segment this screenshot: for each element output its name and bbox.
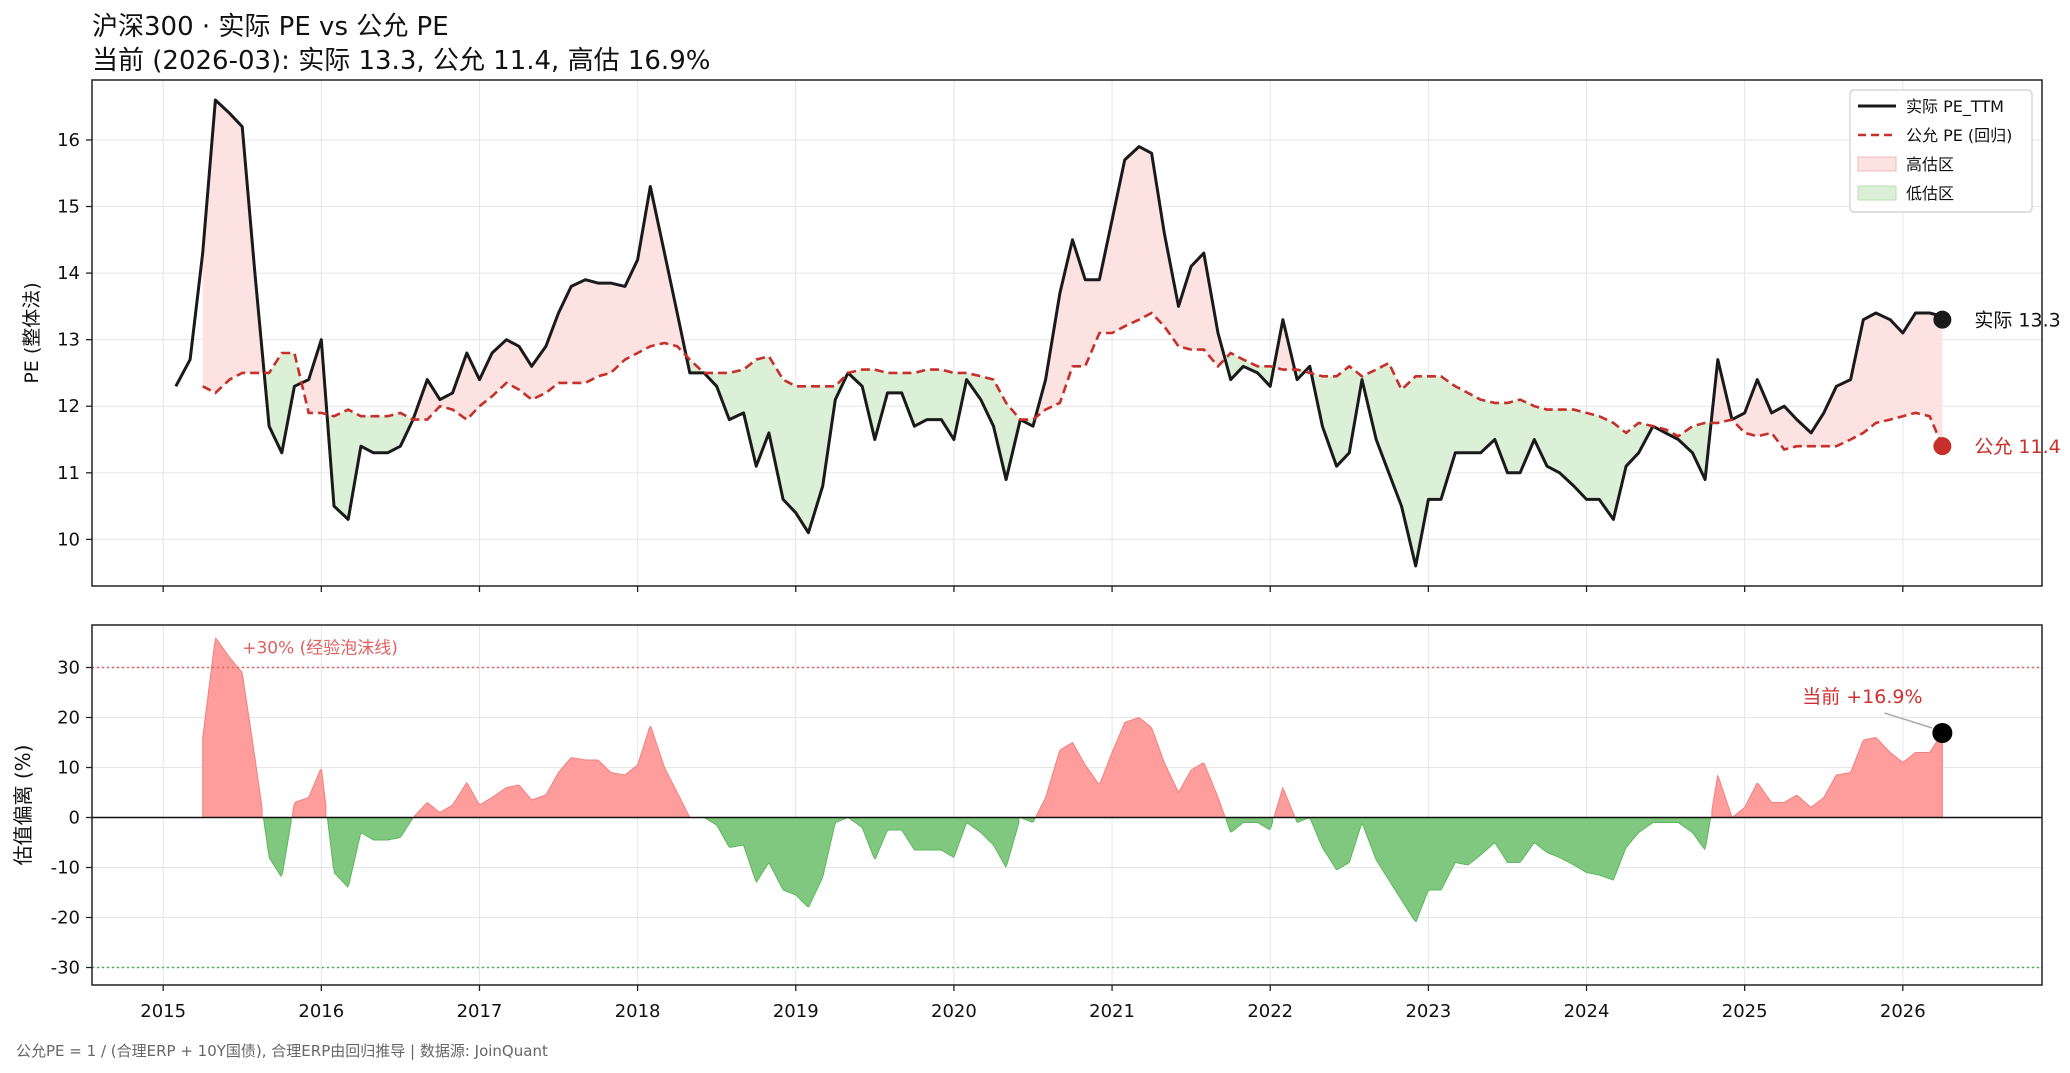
deviation-positive-area [1035,717,1226,818]
fair-pe-line [202,311,1944,451]
y-tick-label: 30 [57,658,80,679]
y-tick-label: 14 [57,263,80,284]
deviation-positive-area [202,636,263,818]
y-tick-label: 16 [57,130,80,151]
deviation-negative-area [703,817,1020,908]
y-tick-label: 0 [69,808,80,829]
deviation-positive-area [1711,731,1943,819]
x-tick-label: 2016 [298,1001,344,1022]
legend-box [1849,89,2033,213]
overvalued-area [1274,320,1295,370]
x-tick-label: 2020 [931,1001,977,1022]
current-point [1932,723,1953,743]
overvalued-area [414,188,686,420]
y-tick-label: 11 [57,463,80,484]
overvalued-area [202,100,264,393]
undervalued-area [686,356,1019,532]
fair-end-label: 公允 11.4 [1974,436,2060,458]
overvalued-area [302,343,326,415]
legend-swatch-over [1857,156,1897,172]
x-tick-label: 2019 [773,1001,819,1022]
y-tick-label: -30 [51,958,80,979]
legend-label: 公允 PE (回归) [1906,126,2012,145]
y-tick-label: 10 [57,758,80,779]
x-tick-label: 2022 [1247,1001,1293,1022]
y-tick-label: 15 [57,197,80,218]
overvalued-area [1711,313,1943,450]
deviation-axes-frame [91,624,2043,986]
y-tick-label: 20 [57,708,80,729]
undervalued-area [1226,353,1273,386]
fair-endpoint [1933,437,1952,456]
footer-note: 公允PE = 1 / (合理ERP + 10Y国债), 合理ERP由回归推导 |… [16,1042,548,1060]
deviation-panel: +30% (经验泡沫线) 当前 +16.9% -30 -20 -10 0 10 20 30 201… [11,624,2043,1022]
deviation-positive-area [413,725,703,818]
legend-label: 实际 PE_TTM [1906,97,2004,117]
x-tick-label: 2024 [1564,1001,1610,1022]
deviation-negative-area [326,817,414,888]
x-tick-label: 2015 [140,1001,186,1022]
deviation-negative-area [1021,817,1036,823]
y-tick-label: -20 [51,908,80,929]
current-annotation: 当前 +16.9% [1802,686,1922,708]
pe-y-axis-label: PE (整体法) [21,282,43,383]
deviation-negative-area [1295,817,1711,923]
overvalued-area [1036,146,1225,417]
deviation-y-axis-label: 估值偏离 (%) [11,745,35,866]
bubble-line-label: +30% (经验泡沫线) [242,639,398,659]
deviation-positive-area [292,768,327,818]
y-tick-label: 13 [57,330,80,351]
legend-swatch-under [1857,185,1897,201]
x-tick-label: 2021 [1089,1001,1135,1022]
y-tick-label: 12 [57,396,80,417]
undervalued-area [327,409,413,519]
x-tick-label: 2026 [1880,1001,1926,1022]
deviation-positive-area [1273,786,1295,818]
actual-end-label: 实际 13.3 [1974,310,2060,332]
x-tick-label: 2018 [615,1001,661,1022]
undervalued-area [1311,363,1711,564]
deviation-negative-area [1225,817,1274,833]
chart-title-block: 沪深300 · 实际 PE vs 公允 PE 当前 (2026-03): 实际 … [92,10,710,78]
pe-axes-frame [91,79,2043,587]
actual-endpoint [1933,310,1952,329]
legend-label: 高估区 [1906,155,1954,174]
y-tick-label: 10 [57,529,80,550]
deviation-negative-area [263,817,292,878]
legend-label: 低估区 [1906,184,1954,203]
chart-title: 沪深300 · 实际 PE vs 公允 PE [92,12,449,42]
actual-pe-line [174,98,1944,568]
x-tick-label: 2025 [1722,1001,1768,1022]
chart-subtitle: 当前 (2026-03): 实际 13.3, 公允 11.4, 高估 16.9% [92,46,711,76]
y-tick-label: -10 [51,858,80,879]
x-tick-label: 2017 [457,1001,503,1022]
undervalued-area [265,353,302,452]
x-tick-label: 2023 [1405,1001,1451,1022]
pe-panel: 实际 13.3 公允 11.4 10 11 12 13 14 15 16 PE (整体法) 实际 P… [21,79,2061,592]
annotation-arrow [1884,712,1933,729]
